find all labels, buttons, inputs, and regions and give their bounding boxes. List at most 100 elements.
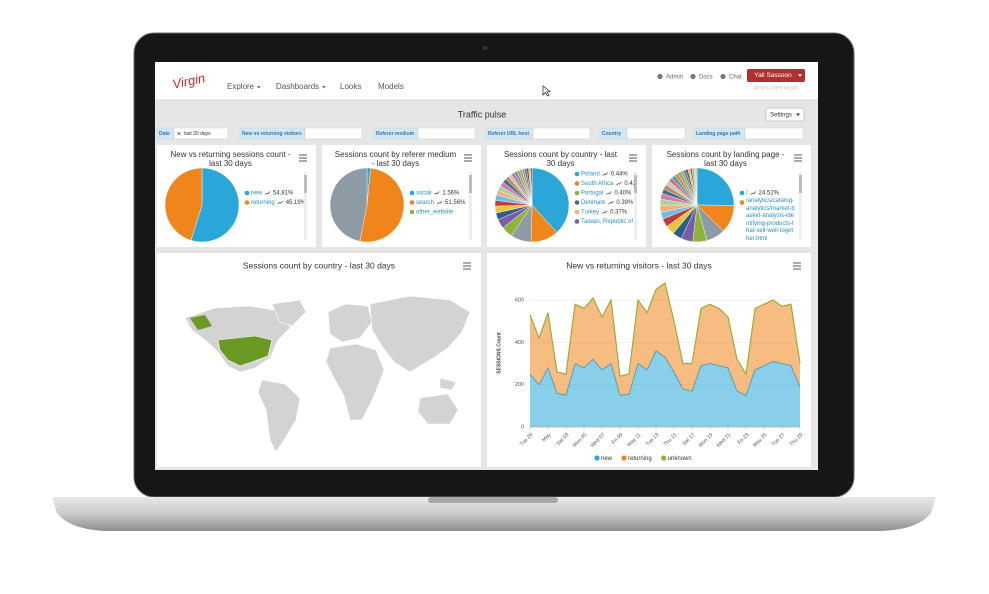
scroll-thumb[interactable] <box>304 175 307 193</box>
area-line <box>529 282 801 377</box>
header-link[interactable]: Admin <box>666 75 683 81</box>
country-shape <box>327 303 373 343</box>
legend-name[interactable]: / <box>746 191 748 197</box>
legend-dot <box>661 455 667 461</box>
scroll-thumb[interactable] <box>799 175 802 193</box>
legend-name[interactable]: search <box>416 200 434 206</box>
trend-icon <box>608 200 614 205</box>
legend-dot <box>739 190 745 196</box>
legend: / 24.52%/analytics/catalog-analytics/mark… <box>739 190 795 242</box>
legend-name[interactable]: Denmark <box>581 200 606 206</box>
filter-label: Referer medium <box>376 131 415 137</box>
filter-label: New vs returning visitors <box>242 131 302 137</box>
legend-value: 24.52% <box>759 191 780 197</box>
legend-value: 1.56% <box>442 191 460 197</box>
filter-field[interactable] <box>304 127 363 140</box>
settings-button[interactable] <box>765 107 805 122</box>
legend-name[interactable]: other_website <box>416 210 454 216</box>
tile-title: Sessions count by country - last 30 days <box>243 260 395 270</box>
pie-slice <box>329 167 368 242</box>
trend-icon <box>602 172 608 176</box>
country-highlight-alaska <box>190 315 212 330</box>
developer-mode[interactable]: DEVELOPER MODE <box>753 85 798 91</box>
trend-icon <box>434 191 440 195</box>
legend-name[interactable]: social <box>416 191 431 197</box>
legend-value: 0.37% <box>610 210 628 216</box>
legend-dot <box>574 219 580 224</box>
legend-name[interactable]: Taiwan, Republic of <box>581 219 633 225</box>
caret <box>257 86 261 89</box>
trend-icon <box>264 191 271 195</box>
legend-label[interactable]: new <box>601 456 613 462</box>
country-shape <box>439 377 457 391</box>
scroll-thumb[interactable] <box>469 175 472 193</box>
filter-field[interactable] <box>744 127 804 140</box>
area-fill <box>530 350 800 427</box>
country-shape <box>271 299 307 327</box>
header-link[interactable]: Chat <box>729 75 742 81</box>
pie-slice <box>531 167 570 233</box>
country-highlight[interactable] <box>217 335 273 367</box>
pie-slice <box>190 167 240 243</box>
filter-field[interactable] <box>532 127 591 140</box>
y-tick-label: 200 <box>515 382 524 388</box>
tile-title-box: Sessions count by referer medium - last … <box>334 150 457 168</box>
filter-label: Date <box>159 131 170 137</box>
user-button[interactable] <box>747 69 805 82</box>
tile <box>157 253 481 467</box>
area-fill <box>530 283 800 396</box>
nav-item[interactable]: Looks <box>340 82 361 91</box>
filter-field[interactable] <box>417 127 476 140</box>
legend: new 54.81% returning 45.19% <box>244 190 307 206</box>
legend-dot <box>574 190 580 196</box>
legend-dot <box>409 190 415 196</box>
legend-value: 51.56% <box>445 200 466 206</box>
filter-label: Referer URL host <box>488 131 529 137</box>
legend-label[interactable]: returning <box>628 456 652 462</box>
country-shape <box>369 295 471 373</box>
legend-value: 45.19% <box>286 200 307 206</box>
tile-title-box: Sessions count by landing page - last 30… <box>667 150 785 168</box>
legend-dot <box>409 200 415 205</box>
pie-slice <box>164 167 203 241</box>
legend-value: 0.44% <box>611 172 629 178</box>
scroll-thumb[interactable] <box>634 175 637 193</box>
y-tick-label: 400 <box>515 340 524 346</box>
base-notch <box>428 497 558 503</box>
legend-dot <box>244 190 250 196</box>
remove-icon <box>177 131 181 136</box>
legend-value: 54.81% <box>273 191 294 197</box>
legend-name[interactable]: returning <box>251 200 275 206</box>
header-link[interactable]: Docs <box>699 75 713 81</box>
nav-item[interactable]: Dashboards <box>276 82 319 91</box>
logo[interactable]: Virgin <box>171 70 206 92</box>
legend: social 1.56% search 51.56% other_website <box>409 190 466 216</box>
nav-item[interactable]: Explore <box>227 82 255 91</box>
legend-name[interactable]: Poland <box>581 172 600 178</box>
tile-title: New vs returning sessions count - last 3… <box>170 150 291 168</box>
legend-dot <box>574 200 580 205</box>
nav-item[interactable]: Models <box>378 82 404 91</box>
legend-name[interactable]: Portugal <box>581 191 603 197</box>
dashboard-title: Traffic pulse <box>458 109 507 119</box>
trend-icon <box>277 200 283 205</box>
pie-slice <box>695 167 698 206</box>
legend-name[interactable]: South Africa <box>581 181 614 187</box>
filter-field[interactable] <box>626 127 686 140</box>
legend-name[interactable]: new <box>251 191 263 197</box>
link-icon <box>657 73 663 80</box>
legend-value: 0.39% <box>616 200 634 206</box>
trend-icon <box>601 210 608 214</box>
filter-field[interactable] <box>173 127 229 140</box>
user-name[interactable]: Yali Sassoon <box>754 72 792 79</box>
tile-title: Sessions count by referer medium - last … <box>334 150 457 168</box>
legend-dot <box>621 455 627 461</box>
y-tick-label: 0 <box>521 424 524 430</box>
legend-label[interactable]: unknown <box>668 456 692 462</box>
country-shape <box>325 343 385 421</box>
legend-value: 0.40% <box>614 191 632 197</box>
legend-dot <box>244 200 250 205</box>
settings-label[interactable]: Settings <box>770 112 792 118</box>
legend-name[interactable]: Turkey <box>581 210 599 216</box>
